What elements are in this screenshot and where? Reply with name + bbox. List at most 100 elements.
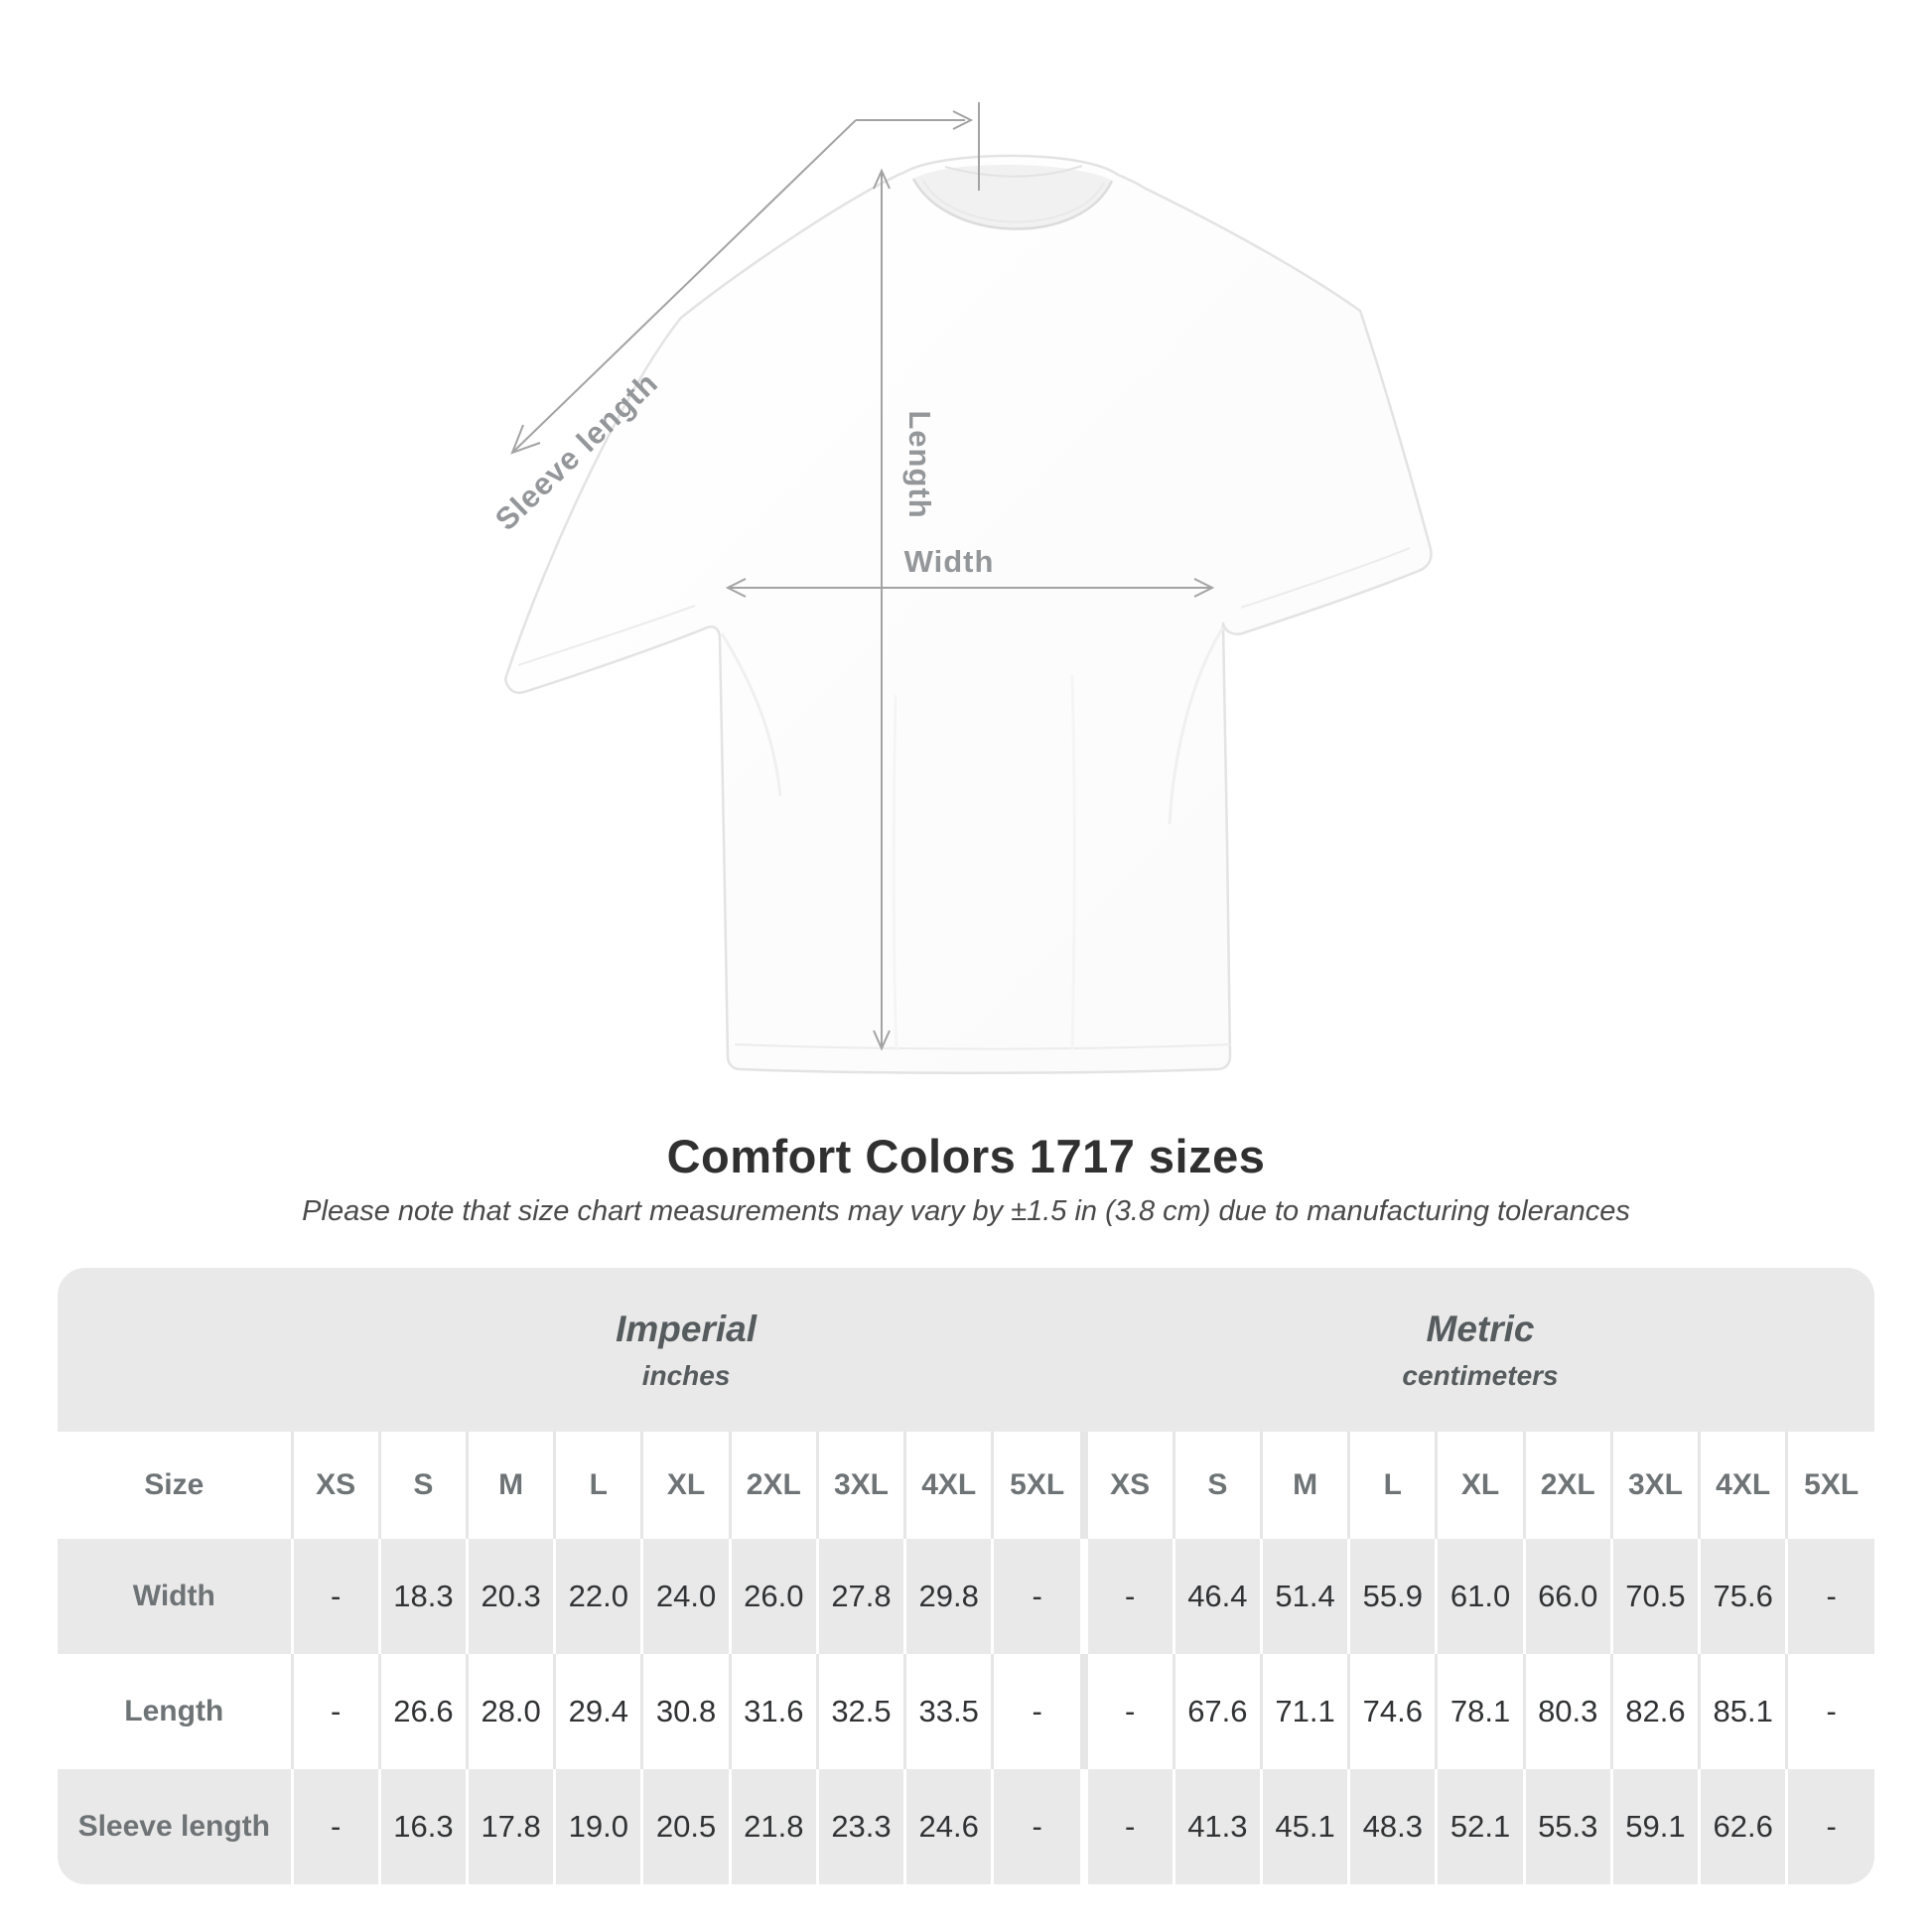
size-header: L	[1347, 1432, 1437, 1539]
size-header: 5XL	[991, 1432, 1081, 1539]
row-label: Sleeve length	[77, 1810, 270, 1843]
cell: 26.0	[728, 1539, 818, 1654]
band-corner	[58, 1268, 293, 1432]
table-gutter	[1080, 1654, 1087, 1769]
cell: 22.0	[553, 1539, 642, 1654]
cell: 17.8	[465, 1769, 555, 1884]
cell: 85.1	[1698, 1654, 1787, 1769]
metric-group-header: Metric centimeters	[1086, 1268, 1874, 1432]
table-gutter	[1080, 1539, 1087, 1654]
size-header: XL	[1435, 1432, 1525, 1539]
cell: -	[1785, 1769, 1874, 1884]
cell: 23.3	[815, 1769, 905, 1884]
size-header: 3XL	[815, 1432, 905, 1539]
cell: 55.9	[1347, 1539, 1437, 1654]
band-gutter	[1080, 1268, 1087, 1432]
size-header: 4XL	[1698, 1432, 1787, 1539]
cell: 33.5	[903, 1654, 993, 1769]
cell: 48.3	[1347, 1769, 1437, 1884]
cell: -	[1084, 1654, 1174, 1769]
cell: 70.5	[1609, 1539, 1700, 1654]
cell: 62.6	[1698, 1769, 1787, 1884]
cell: -	[290, 1539, 380, 1654]
tolerance-note: Please note that size chart measurements…	[302, 1195, 1630, 1227]
cell: -	[991, 1654, 1081, 1769]
cell: -	[1785, 1539, 1874, 1654]
table-gutter	[1080, 1432, 1087, 1539]
cell: 20.3	[465, 1539, 555, 1654]
cell: 78.1	[1435, 1654, 1525, 1769]
cell: -	[1084, 1769, 1174, 1884]
cell: 24.6	[903, 1769, 993, 1884]
cell: 16.3	[377, 1769, 468, 1884]
cell: 30.8	[640, 1654, 731, 1769]
cell: 75.6	[1698, 1539, 1787, 1654]
size-header: 2XL	[1522, 1432, 1612, 1539]
size-header: 4XL	[903, 1432, 993, 1539]
cell: 55.3	[1522, 1769, 1612, 1884]
cell: 80.3	[1522, 1654, 1612, 1769]
cell: 71.1	[1259, 1654, 1349, 1769]
width-label: Width	[904, 544, 995, 579]
metric-group-unit: centimeters	[1402, 1359, 1559, 1391]
imperial-group-header: Imperial inches	[292, 1268, 1081, 1432]
cell: 21.8	[728, 1769, 818, 1884]
size-header: XS	[1084, 1432, 1174, 1539]
size-header: S	[1172, 1432, 1262, 1539]
sleeve-length-arrow	[511, 119, 857, 454]
row-label: Length	[124, 1695, 224, 1727]
cell: -	[991, 1769, 1081, 1884]
cell: 18.3	[377, 1539, 468, 1654]
size-header: 3XL	[1609, 1432, 1700, 1539]
cell: -	[290, 1769, 380, 1884]
cell: 20.5	[640, 1769, 731, 1884]
cell: 24.0	[640, 1539, 731, 1654]
cell: 59.1	[1609, 1769, 1700, 1884]
size-column-header: Size	[58, 1432, 293, 1539]
size-header: S	[377, 1432, 468, 1539]
table-row-sleeve-length: Sleeve length - 16.3 17.8 19.0 20.5 21.8…	[58, 1769, 1874, 1884]
size-diagram: Sleeve length Length Width	[488, 102, 1433, 1074]
cell: 46.4	[1172, 1539, 1262, 1654]
size-header: XL	[640, 1432, 731, 1539]
cell: 52.1	[1435, 1769, 1525, 1884]
cell: 29.8	[903, 1539, 993, 1654]
size-header: M	[465, 1432, 555, 1539]
cell: 27.8	[815, 1539, 905, 1654]
size-header: XS	[290, 1432, 380, 1539]
tshirt-illustration	[503, 154, 1433, 1074]
cell: 61.0	[1435, 1539, 1525, 1654]
cell: 66.0	[1522, 1539, 1612, 1654]
imperial-group-name: Imperial	[616, 1308, 757, 1349]
table-gutter	[1080, 1769, 1087, 1884]
cell: -	[290, 1654, 380, 1769]
row-label: Width	[132, 1580, 215, 1612]
page-title: Comfort Colors 1717 sizes	[666, 1130, 1266, 1182]
length-label: Length	[902, 410, 937, 518]
measurement-lines	[510, 102, 1215, 1051]
cell: 67.6	[1172, 1654, 1262, 1769]
size-header: 5XL	[1785, 1432, 1874, 1539]
cell: 82.6	[1609, 1654, 1700, 1769]
table-row-width: Width - 18.3 20.3 22.0 24.0 26.0 27.8 29…	[58, 1539, 1874, 1654]
unit-group-row: Imperial inches Metric centimeters	[58, 1268, 1874, 1432]
cell: 74.6	[1347, 1654, 1437, 1769]
cell: 32.5	[815, 1654, 905, 1769]
cell: 41.3	[1172, 1769, 1262, 1884]
size-header: M	[1259, 1432, 1349, 1539]
cell: 51.4	[1259, 1539, 1349, 1654]
size-table: Imperial inches Metric centimeters Size …	[58, 1268, 1874, 1884]
table-row-length: Length - 26.6 28.0 29.4 30.8 31.6 32.5 3…	[58, 1654, 1874, 1769]
cell: 31.6	[728, 1654, 818, 1769]
size-header-row: Size XS S M L XL 2XL 3XL 4XL 5XL XS S M …	[58, 1432, 1874, 1539]
cell: 26.6	[377, 1654, 468, 1769]
size-header: 2XL	[728, 1432, 818, 1539]
cell: 28.0	[465, 1654, 555, 1769]
cell: 45.1	[1259, 1769, 1349, 1884]
cell: 29.4	[553, 1654, 642, 1769]
cell: -	[1785, 1654, 1874, 1769]
tshirt-diagram-image: Sleeve length Length Width	[488, 102, 1433, 1074]
metric-group-name: Metric	[1426, 1308, 1535, 1349]
cell: -	[1084, 1539, 1174, 1654]
imperial-group-unit: inches	[641, 1359, 731, 1391]
